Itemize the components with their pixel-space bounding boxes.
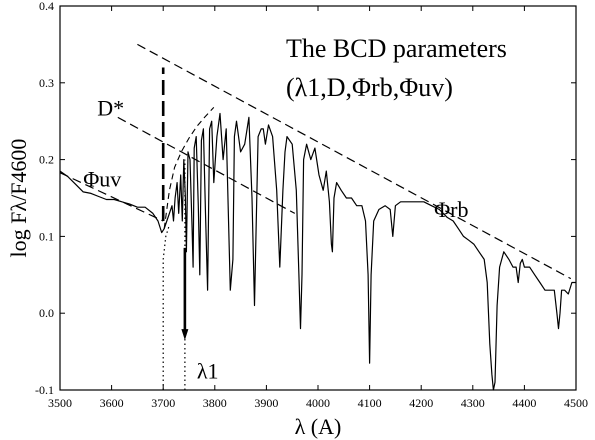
x-tick-label: 3700 (151, 396, 175, 410)
chart-title: The BCD parameters (286, 34, 507, 63)
balmer-jump-curve (163, 107, 215, 229)
spectrum-line (59, 112, 576, 391)
lambda1-label: λ1 (197, 358, 219, 383)
y-tick-label: 0.1 (39, 229, 54, 243)
dotted-guide (162, 224, 170, 390)
y-tick-label: 0.0 (39, 306, 54, 320)
y-axis-ticks: -0.1 0.0 0.1 0.2 0.3 0.4 (35, 0, 576, 397)
d-star-label: D* (97, 95, 124, 120)
dashed-line (137, 43, 572, 280)
phi-rb-label: Φrb (434, 197, 468, 222)
x-tick-label: 3900 (254, 396, 278, 410)
y-tick-label: 0.3 (39, 76, 54, 90)
x-tick-label: 4400 (512, 396, 536, 410)
lambda1-arrow-head (181, 329, 189, 341)
series-layer (59, 43, 576, 391)
x-tick-label: 3800 (203, 396, 227, 410)
x-axis-ticks: 3500 3600 3700 3800 3900 4000 4100 4200 4300 4400… (48, 6, 588, 410)
x-tick-label: 4300 (461, 396, 485, 410)
y-tick-label: 0.2 (39, 153, 54, 167)
dashed-line (117, 116, 296, 214)
x-tick-label: 4100 (358, 396, 382, 410)
x-axis-label: λ (A) (295, 414, 342, 439)
phi-uv-label: Φuv (83, 166, 121, 191)
x-tick-label: 3500 (48, 396, 72, 410)
x-tick-label: 3600 (100, 396, 124, 410)
x-tick-label: 4000 (306, 396, 330, 410)
plot-frame (59, 5, 577, 391)
dashed-line (59, 172, 164, 222)
x-tick-label: 4500 (564, 396, 588, 410)
chart-subtitle: (λ1,D,Φrb,Φuv) (286, 73, 453, 102)
y-axis-label: log Fλ/F4600 (6, 139, 31, 258)
x-tick-label: 4200 (409, 396, 433, 410)
y-tick-label: 0.4 (39, 0, 54, 13)
y-tick-label: -0.1 (35, 383, 54, 397)
